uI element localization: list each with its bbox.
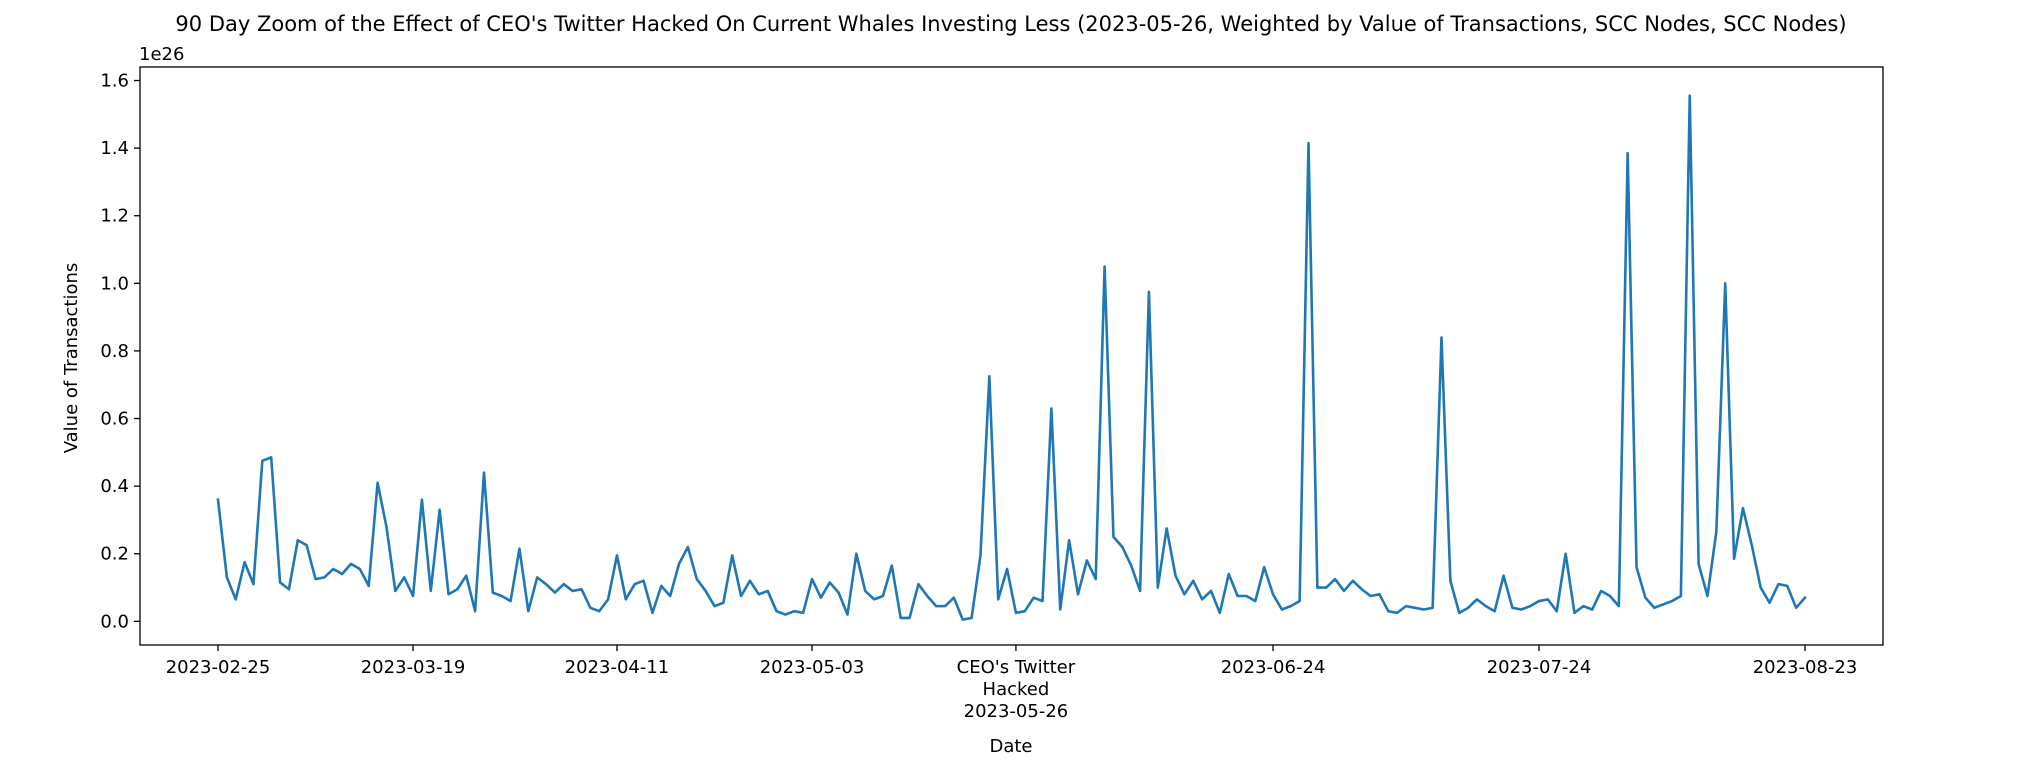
y-axis-label: Value of Transactions <box>61 263 82 454</box>
x-tick-label: 2023-02-25 <box>166 657 271 678</box>
y-tick-label: 0.0 <box>100 611 129 632</box>
x-tick-label: 2023-05-26 <box>964 701 1069 722</box>
y-ticks: 0.0 0.2 0.4 0.6 0.8 1.0 1.2 1.4 1.6 <box>100 71 140 632</box>
series-line <box>216 94 1807 621</box>
x-tick-label: 2023-05-03 <box>760 657 865 678</box>
x-tick-label: CEO's Twitter <box>957 657 1076 678</box>
y-tick-label: 1.4 <box>100 138 129 159</box>
y-tick-label: 1.6 <box>100 71 129 92</box>
y-tick-label: 0.2 <box>100 544 129 565</box>
y-tick-label: 0.4 <box>100 476 129 497</box>
y-tick-label: 0.8 <box>100 341 129 362</box>
plot-frame <box>139 66 1884 646</box>
x-tick-label: Hacked <box>983 679 1050 700</box>
y-tick-label: 0.6 <box>100 409 129 430</box>
chart-title: 90 Day Zoom of the Effect of CEO's Twitt… <box>175 12 1846 36</box>
x-axis-label: Date <box>989 736 1032 757</box>
y-tick-label: 1.0 <box>100 273 129 294</box>
x-ticks: 2023-02-25 2023-03-19 2023-04-11 2023-05-03… <box>166 645 1858 722</box>
x-tick-label: 2023-04-11 <box>565 657 670 678</box>
x-tick-label: 2023-06-24 <box>1221 657 1326 678</box>
y-offset-label: 1e26 <box>139 44 184 65</box>
x-tick-label: 2023-03-19 <box>361 657 466 678</box>
x-tick-label: 2023-08-23 <box>1753 657 1858 678</box>
y-tick-label: 1.2 <box>100 206 129 227</box>
x-tick-label: 2023-07-24 <box>1487 657 1592 678</box>
